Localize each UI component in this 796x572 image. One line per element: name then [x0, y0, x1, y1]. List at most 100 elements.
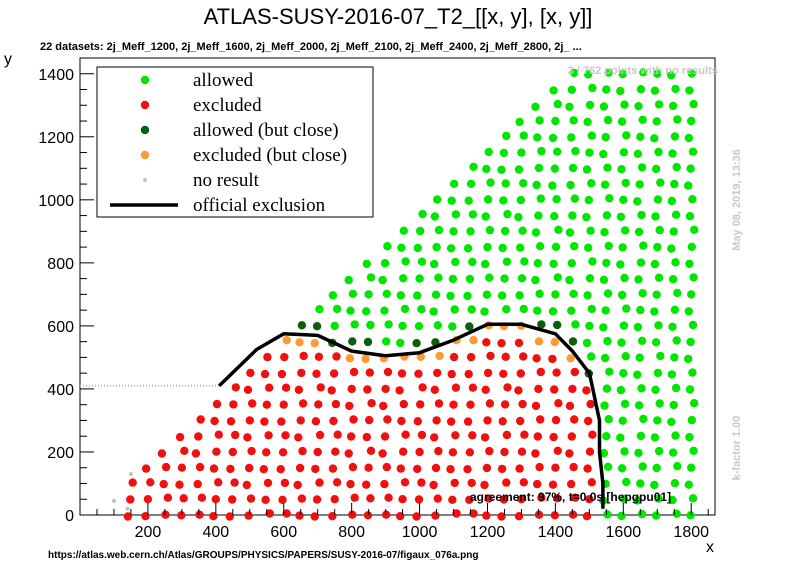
scatter-point-allowed [687, 415, 696, 425]
scatter-point-allowed [669, 227, 678, 236]
scatter-point-allowed [480, 307, 489, 316]
scatter-point-excluded [260, 417, 269, 426]
scatter-point-excluded-close [361, 354, 370, 364]
scatter-point-excluded [349, 367, 359, 377]
scatter-point-excluded [569, 462, 578, 472]
scatter-point-excluded [503, 383, 512, 392]
scatter-point-allowed [618, 416, 627, 425]
scatter-point-allowed [652, 290, 661, 299]
scatter-point-allowed [671, 84, 680, 94]
scatter-point-allowed [416, 226, 425, 236]
scatter-point-excluded [327, 386, 336, 395]
scatter-point-allowed [548, 133, 558, 143]
scatter-point-allowed [401, 257, 410, 266]
scatter-point-allowed [362, 307, 371, 316]
scatter-point-excluded [246, 494, 256, 503]
scatter-point-excluded [243, 433, 252, 442]
scatter-point-excluded [497, 464, 507, 474]
scatter-point-allowed [617, 165, 626, 174]
scatter-point-allowed [433, 195, 442, 204]
scatter-point-excluded [261, 495, 270, 504]
scatter-point-excluded [315, 478, 324, 487]
scatter-point-allowed [650, 86, 660, 95]
scatter-point-allowed [519, 304, 528, 314]
scatter-point-excluded [414, 369, 423, 378]
scatter-point-allowed [536, 242, 545, 251]
x-tick-label: 1000 [402, 524, 438, 541]
scatter-point-allowed [434, 225, 444, 235]
scatter-point-allowed [599, 449, 609, 458]
scatter-point-allowed [667, 417, 676, 427]
scatter-point-allowed [617, 338, 626, 347]
scatter-point-allowed [531, 102, 540, 112]
scatter-point-allowed [668, 448, 678, 457]
scatter-point-excluded [141, 464, 151, 473]
scatter-point-allowed [673, 115, 682, 124]
scatter-point-excluded [277, 417, 286, 426]
scatter-point-excluded [247, 446, 256, 456]
scatter-point-excluded [293, 480, 302, 490]
scatter-point-excluded-close [469, 336, 478, 345]
date-stamp: May 08, 2019, 13:36 [731, 149, 743, 251]
scatter-point-excluded [515, 464, 524, 473]
scatter-point-excluded [514, 386, 523, 395]
scatter-point-allowed [687, 242, 696, 251]
scatter-point-allowed [671, 258, 680, 267]
scatter-point-allowed [638, 289, 647, 298]
scatter-point-allowed [396, 291, 405, 300]
k-factor-label: k-factor 1.00 [731, 416, 743, 481]
scatter-point-excluded [263, 352, 272, 362]
scatter-point-allowed [650, 433, 660, 442]
legend-marker-no-result [143, 178, 147, 182]
scatter-point-allowed [673, 462, 682, 471]
scatter-point-allowed [464, 196, 473, 205]
scatter-point-allowed [366, 273, 376, 282]
scatter-point-allowed [652, 117, 661, 126]
scatter-point-allowed [481, 212, 490, 221]
scatter-point-excluded [517, 447, 527, 456]
scatter-point-excluded [551, 415, 561, 425]
scatter-point-excluded [262, 448, 271, 457]
scatter-point-allowed [585, 148, 594, 157]
scatter-point-excluded [415, 447, 424, 457]
scatter-point-allowed [583, 117, 592, 127]
scatter-point-allowed [514, 165, 524, 174]
scatter-point-excluded [180, 446, 189, 455]
scatter-point-allowed [467, 305, 476, 314]
legend-label-allowed-close: allowed (but close) [193, 120, 339, 141]
scatter-point-excluded [485, 399, 495, 408]
scatter-point-allowed [633, 322, 643, 332]
scatter-point-excluded [499, 369, 508, 378]
scatter-point-excluded [380, 432, 390, 441]
scatter-point-excluded [362, 480, 371, 489]
scatter-point-excluded [583, 464, 592, 473]
scatter-point-excluded [316, 383, 325, 392]
scatter-point-allowed [417, 257, 427, 266]
scatter-point-allowed [602, 384, 612, 393]
scatter-point-allowed [582, 212, 591, 222]
scatter-point-allowed [414, 322, 424, 331]
scatter-point-excluded [146, 478, 155, 487]
scatter-point-allowed [684, 181, 693, 190]
scatter-point-allowed [585, 274, 595, 283]
scatter-point-excluded [433, 494, 442, 503]
scatter-point-allowed [620, 399, 630, 408]
scatter-point-allowed [382, 337, 391, 346]
x-tick-label: 400 [202, 524, 229, 541]
scatter-point-allowed [650, 134, 659, 143]
scatter-point-excluded [231, 383, 240, 392]
scatter-point-excluded [550, 385, 559, 394]
scatter-point-excluded [567, 432, 576, 441]
scatter-point-allowed [670, 132, 680, 141]
scatter-point-excluded [468, 431, 477, 440]
scatter-point-excluded [381, 384, 390, 394]
scatter-point-excluded-close [295, 338, 304, 347]
scatter-point-allowed [604, 68, 613, 77]
scatter-point-excluded [311, 464, 320, 474]
scatter-point-allowed [687, 116, 696, 126]
scatter-point-allowed [485, 273, 494, 282]
x-tick-label: 200 [135, 524, 162, 541]
scatter-point-excluded [582, 512, 592, 521]
scatter-point-allowed [653, 416, 662, 425]
scatter-point-excluded [399, 447, 408, 456]
